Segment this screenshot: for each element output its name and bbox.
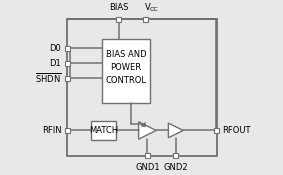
Bar	[173, 153, 178, 159]
Bar	[65, 128, 70, 133]
Bar	[145, 153, 150, 159]
Text: CC: CC	[150, 7, 158, 12]
Text: RFIN: RFIN	[42, 126, 61, 135]
Text: CONTROL: CONTROL	[106, 76, 147, 85]
Text: V: V	[145, 2, 151, 12]
Polygon shape	[168, 123, 183, 138]
Bar	[65, 61, 70, 66]
Text: D1: D1	[50, 59, 61, 68]
Bar	[143, 16, 148, 22]
Text: POWER: POWER	[110, 63, 142, 72]
Text: $\overline{\mathrm{SHDN}}$: $\overline{\mathrm{SHDN}}$	[35, 71, 61, 85]
Polygon shape	[139, 122, 156, 139]
Bar	[91, 121, 116, 140]
Bar	[214, 128, 219, 133]
Bar	[116, 16, 121, 22]
Text: BIAS AND: BIAS AND	[106, 50, 146, 59]
Text: RFOUT: RFOUT	[222, 126, 251, 135]
Text: MATCH: MATCH	[89, 126, 118, 135]
Bar	[65, 46, 70, 51]
Text: GND1: GND1	[135, 163, 160, 172]
Text: GND2: GND2	[163, 163, 188, 172]
Bar	[65, 76, 70, 81]
Text: D0: D0	[50, 44, 61, 53]
Bar	[67, 19, 217, 156]
Polygon shape	[141, 122, 145, 127]
Bar	[102, 39, 150, 103]
Text: BIAS: BIAS	[109, 2, 129, 12]
